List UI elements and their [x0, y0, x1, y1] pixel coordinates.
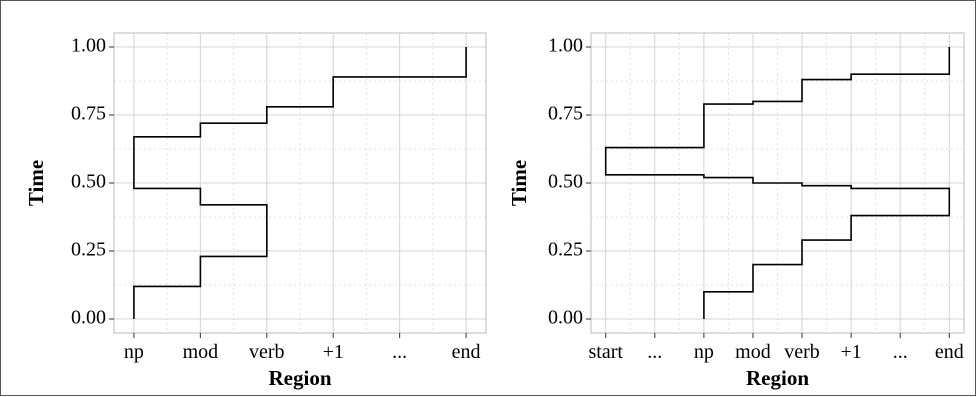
- x-tick-label: ...: [647, 341, 662, 363]
- y-tick-label: 0.00: [548, 307, 583, 329]
- y-axis-title: Time: [24, 160, 48, 206]
- x-tick-label: np: [124, 341, 144, 363]
- series-line-1: [133, 47, 467, 319]
- chart-panel-2: 0.00 0.25 0.50 0.75 1.00 start... np mod verb +1.…: [507, 32, 965, 390]
- x-tick-label: end: [452, 341, 481, 363]
- y-tick-label: 1.00: [548, 35, 583, 57]
- x-tick-label: ...: [392, 341, 407, 363]
- x-axis-title: Region: [746, 366, 809, 390]
- y-tick-label: 0.50: [548, 171, 583, 193]
- y-axis-title: Time: [507, 160, 531, 206]
- x-tick-label: verb: [784, 341, 820, 363]
- x-tick-label: start: [589, 341, 624, 363]
- y-tick-label: 0.50: [71, 171, 106, 193]
- y-tick-label: 0.00: [71, 307, 106, 329]
- series-line-1: [604, 47, 951, 319]
- x-tick-label: +1: [323, 341, 344, 363]
- x-tick-label: np: [694, 341, 714, 363]
- x-tick-label: mod: [183, 341, 219, 363]
- x-tick-label: ...: [893, 341, 908, 363]
- x-tick-label: end: [935, 341, 964, 363]
- y-tick-label: 0.25: [548, 239, 583, 261]
- x-axis-title: Region: [269, 366, 332, 390]
- y-tick-label: 0.75: [71, 103, 106, 125]
- chart-panel-1: 0.00 0.25 0.50 0.75 1.00 np mod verb +1... end Reg…: [24, 32, 487, 390]
- x-tick-label: mod: [735, 341, 771, 363]
- y-tick-label: 0.25: [71, 239, 106, 261]
- y-tick-label: 0.75: [548, 103, 583, 125]
- x-tick-label: +1: [840, 341, 861, 363]
- x-tick-label: verb: [249, 341, 285, 363]
- y-tick-label: 1.00: [71, 35, 106, 57]
